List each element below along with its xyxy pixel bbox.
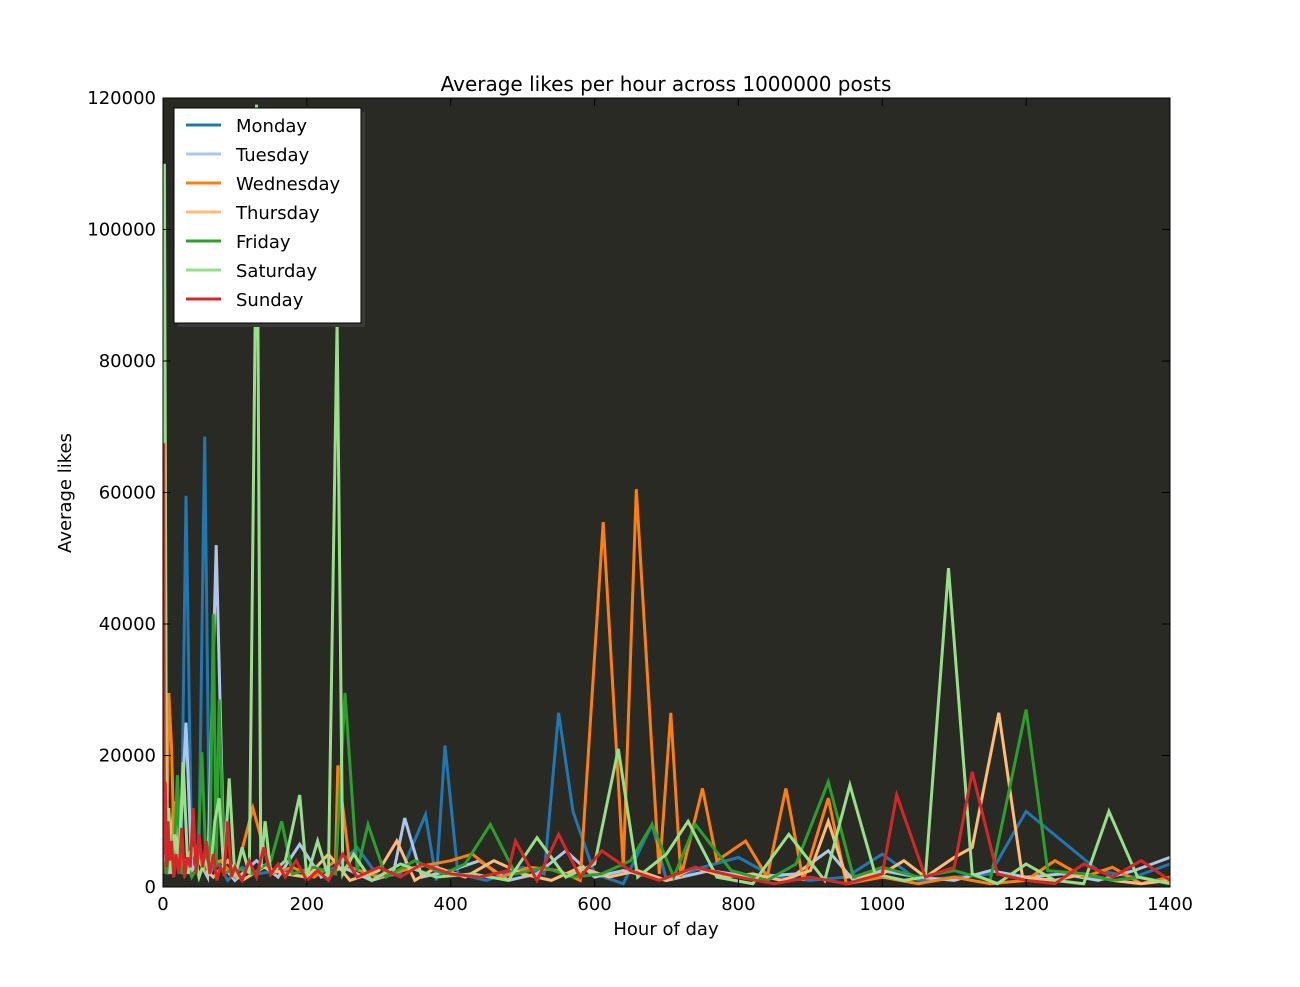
- legend-label-saturday: Saturday: [236, 261, 317, 282]
- legend-label-tuesday: Tuesday: [235, 145, 310, 166]
- legend-label-wednesday: Wednesday: [236, 174, 341, 195]
- y-tick-label: 80000: [99, 351, 156, 372]
- y-tick-label: 40000: [99, 614, 156, 635]
- legend-label-friday: Friday: [236, 232, 291, 253]
- series-line-friday: [163, 614, 1170, 886]
- legend-label-thursday: Thursday: [235, 203, 320, 224]
- x-tick-label: 0: [157, 894, 168, 915]
- y-tick-label: 120000: [87, 88, 156, 109]
- legend-label-monday: Monday: [236, 116, 307, 137]
- y-axis: 0 20000 40000 60000 80000 100000 120000: [87, 88, 1170, 898]
- x-tick-label: 800: [721, 894, 755, 915]
- legend-label-sunday: Sunday: [236, 290, 304, 311]
- x-tick-label: 1400: [1147, 894, 1193, 915]
- x-tick-label: 400: [434, 894, 468, 915]
- y-axis-title: Average likes: [55, 433, 76, 553]
- x-tick-label: 1000: [859, 894, 905, 915]
- x-axis: 0 200 400 600 800 1000 1200 1400: [157, 98, 1193, 915]
- legend-box: [173, 107, 362, 324]
- series-line-sunday: [163, 443, 1170, 886]
- y-tick-label: 20000: [99, 746, 156, 767]
- x-tick-label: 600: [577, 894, 611, 915]
- y-tick-label: 100000: [87, 220, 156, 241]
- x-tick-label: 1200: [1003, 894, 1049, 915]
- x-axis-title: Hour of day: [613, 919, 719, 940]
- chart-title: Average likes per hour across 1000000 po…: [441, 72, 892, 96]
- y-tick-label: 0: [145, 877, 156, 898]
- y-tick-label: 60000: [99, 483, 156, 504]
- legend: Monday Tuesday Wednesday Thursday Friday Satu…: [173, 107, 365, 327]
- x-tick-label: 200: [290, 894, 324, 915]
